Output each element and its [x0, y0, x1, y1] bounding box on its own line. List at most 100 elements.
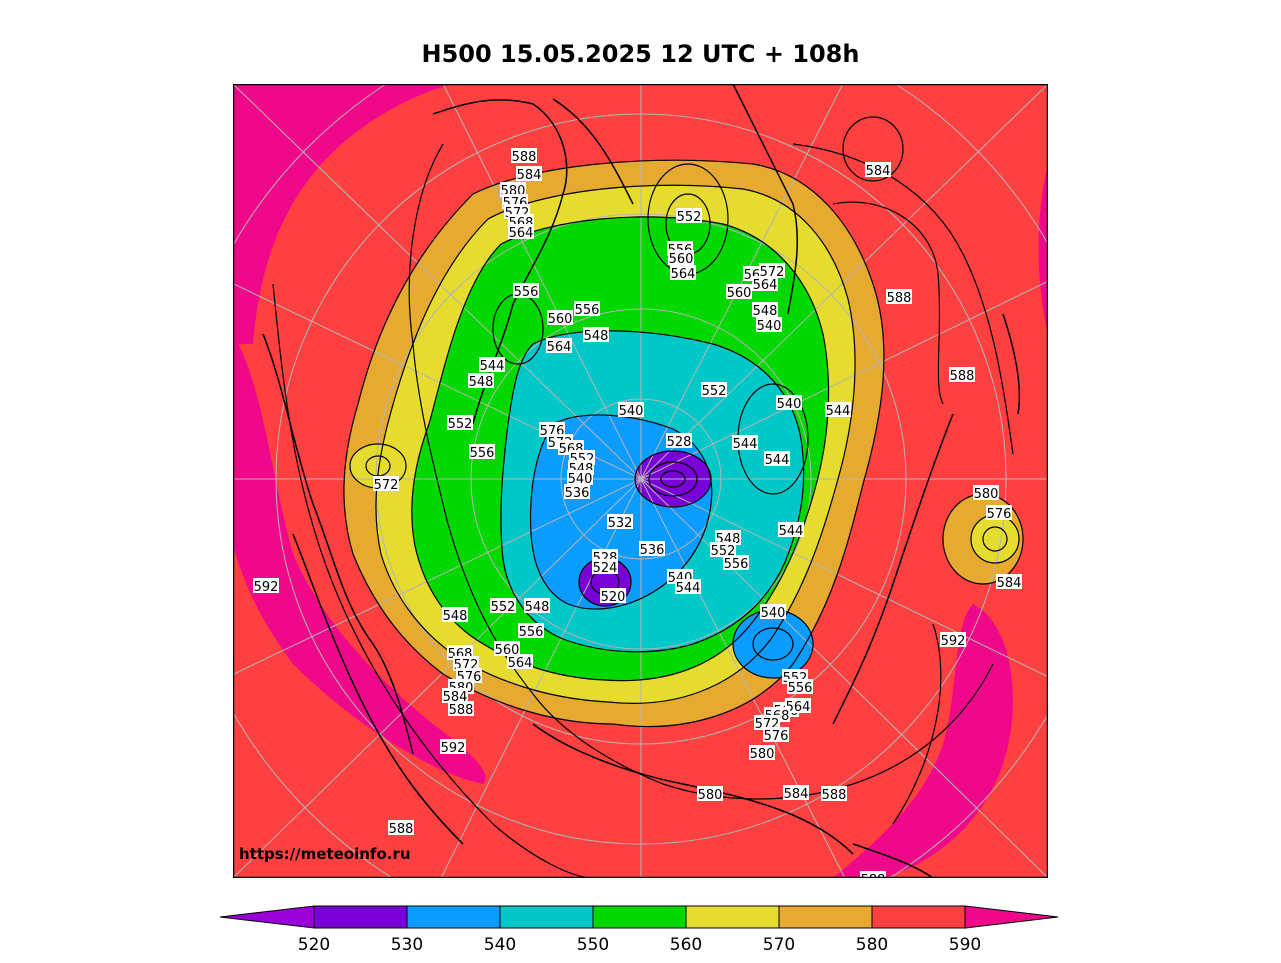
contour-label-text: 584 [517, 168, 542, 183]
colorbar-tick-label: 590 [949, 935, 981, 955]
contour-label-bg [726, 284, 752, 299]
contour-label-text: 544 [765, 453, 790, 468]
contour-label-bg [639, 541, 665, 556]
contour-label: 580 [749, 745, 775, 762]
contour-label: 592 [940, 632, 966, 649]
contour-label: 548 [468, 373, 494, 390]
contour-label: 564 [752, 276, 778, 293]
contour-label-text: 540 [757, 319, 782, 334]
contour-label-text: 556 [724, 557, 749, 572]
contour-label: 548 [583, 327, 609, 344]
contour-label: 544 [675, 579, 701, 596]
contour-label: 544 [479, 357, 505, 374]
contour-label: 536 [639, 541, 665, 558]
contour-label-text: 544 [733, 437, 758, 452]
colorbar-swatch [778, 905, 873, 929]
contour-label: 576 [986, 505, 1012, 522]
contour-label-text: 552 [448, 417, 473, 432]
contour-label-text: 588 [950, 369, 975, 384]
contour-label: 540 [760, 604, 786, 621]
contour-label-bg [760, 604, 786, 619]
low-center-east [733, 610, 813, 678]
map-frame: 5885845805765725685645525565605645685725… [233, 84, 1048, 878]
contour-label: 552 [447, 415, 473, 432]
contour-label-bg [513, 283, 539, 298]
band-590-plus-ne [1038, 164, 1048, 334]
contour-label-bg [940, 632, 966, 647]
contour-label-text: 520 [601, 590, 626, 605]
contour-label-text: 552 [677, 210, 702, 225]
contour-label-text: 532 [608, 516, 633, 531]
contour-label-text: 588 [887, 291, 912, 306]
contour-label-text: 540 [619, 404, 644, 419]
contour-label-bg [860, 871, 886, 878]
contour-label: 548 [752, 302, 778, 319]
contour-label: 588 [860, 871, 886, 878]
contour-label-text: 580 [750, 747, 775, 762]
contour-label-text: 544 [676, 581, 701, 596]
contour-label-text: 556 [470, 446, 495, 461]
contour-label-bg [508, 224, 534, 239]
contour-label: 584 [996, 574, 1022, 591]
contour-label: 572 [373, 476, 399, 493]
contour-label: 544 [825, 402, 851, 419]
contour-label: 540 [776, 395, 802, 412]
contour-label: 556 [513, 283, 539, 300]
contour-label-bg [511, 148, 537, 163]
contour-label-bg [490, 598, 516, 613]
contour-label-text: 564 [753, 278, 778, 293]
colorbar-tick-label: 570 [763, 935, 795, 955]
contour-label: 580 [973, 485, 999, 502]
contour-label-text: 556 [519, 625, 544, 640]
colorbar-swatch [685, 905, 780, 929]
contour-label-text: 588 [389, 822, 414, 837]
contour-label-text: 564 [671, 267, 696, 282]
contour-label: 564 [670, 265, 696, 282]
contour-label-text: 584 [997, 576, 1022, 591]
contour-label-text: 556 [788, 681, 813, 696]
contour-label-bg [600, 588, 626, 603]
contour-label-bg [949, 367, 975, 382]
contour-label-bg [442, 688, 468, 703]
contour-label-bg [479, 357, 505, 372]
contour-label: 540 [756, 317, 782, 334]
band-590-plus-east [833, 604, 1013, 878]
contour-label-text: 588 [861, 873, 886, 878]
contour-label-text: 564 [509, 226, 534, 241]
contour-label-text: 540 [777, 397, 802, 412]
contour-label-text: 564 [547, 340, 572, 355]
contour-label-bg [442, 607, 468, 622]
contour-label-bg [518, 623, 544, 638]
contour-label-bg [607, 514, 633, 529]
contour-label-bg [546, 338, 572, 353]
contour-label: 592 [440, 739, 466, 756]
colorbar-tick-label: 550 [577, 935, 609, 955]
contour-label-text: 544 [779, 524, 804, 539]
contour-label: 556 [469, 444, 495, 461]
contour-label-bg [732, 435, 758, 450]
contour-label-bg [776, 395, 802, 410]
contour-label-bg [494, 641, 520, 656]
contour-label: 588 [511, 148, 537, 165]
watermark-url: https://meteoinfo.ru [239, 845, 411, 863]
contour-label-text: 580 [698, 788, 723, 803]
contour-label: 560 [726, 284, 752, 301]
contour-label-text: 560 [548, 312, 573, 327]
contour-label: 588 [448, 701, 474, 718]
contour-label-text: 576 [987, 507, 1012, 522]
contour-label: 540 [618, 402, 644, 419]
contour-label-bg [373, 476, 399, 491]
colorbar-tick-label: 580 [856, 935, 888, 955]
contour-label: 576 [763, 727, 789, 744]
contour-label-text: 588 [449, 703, 474, 718]
contour-label-text: 588 [512, 150, 537, 165]
colorbar: 520 530 540 550 560 570 580 590 [220, 905, 1059, 955]
contour-label: 528 [666, 433, 692, 450]
contour-label-bg [670, 265, 696, 280]
band-590-plus-nw [233, 84, 453, 344]
contour-label-text: 540 [568, 472, 593, 487]
colorbar-swatch [499, 905, 594, 929]
contour-label-bg [783, 785, 809, 800]
contour-label-bg [715, 530, 741, 545]
contour-label-text: 592 [941, 634, 966, 649]
